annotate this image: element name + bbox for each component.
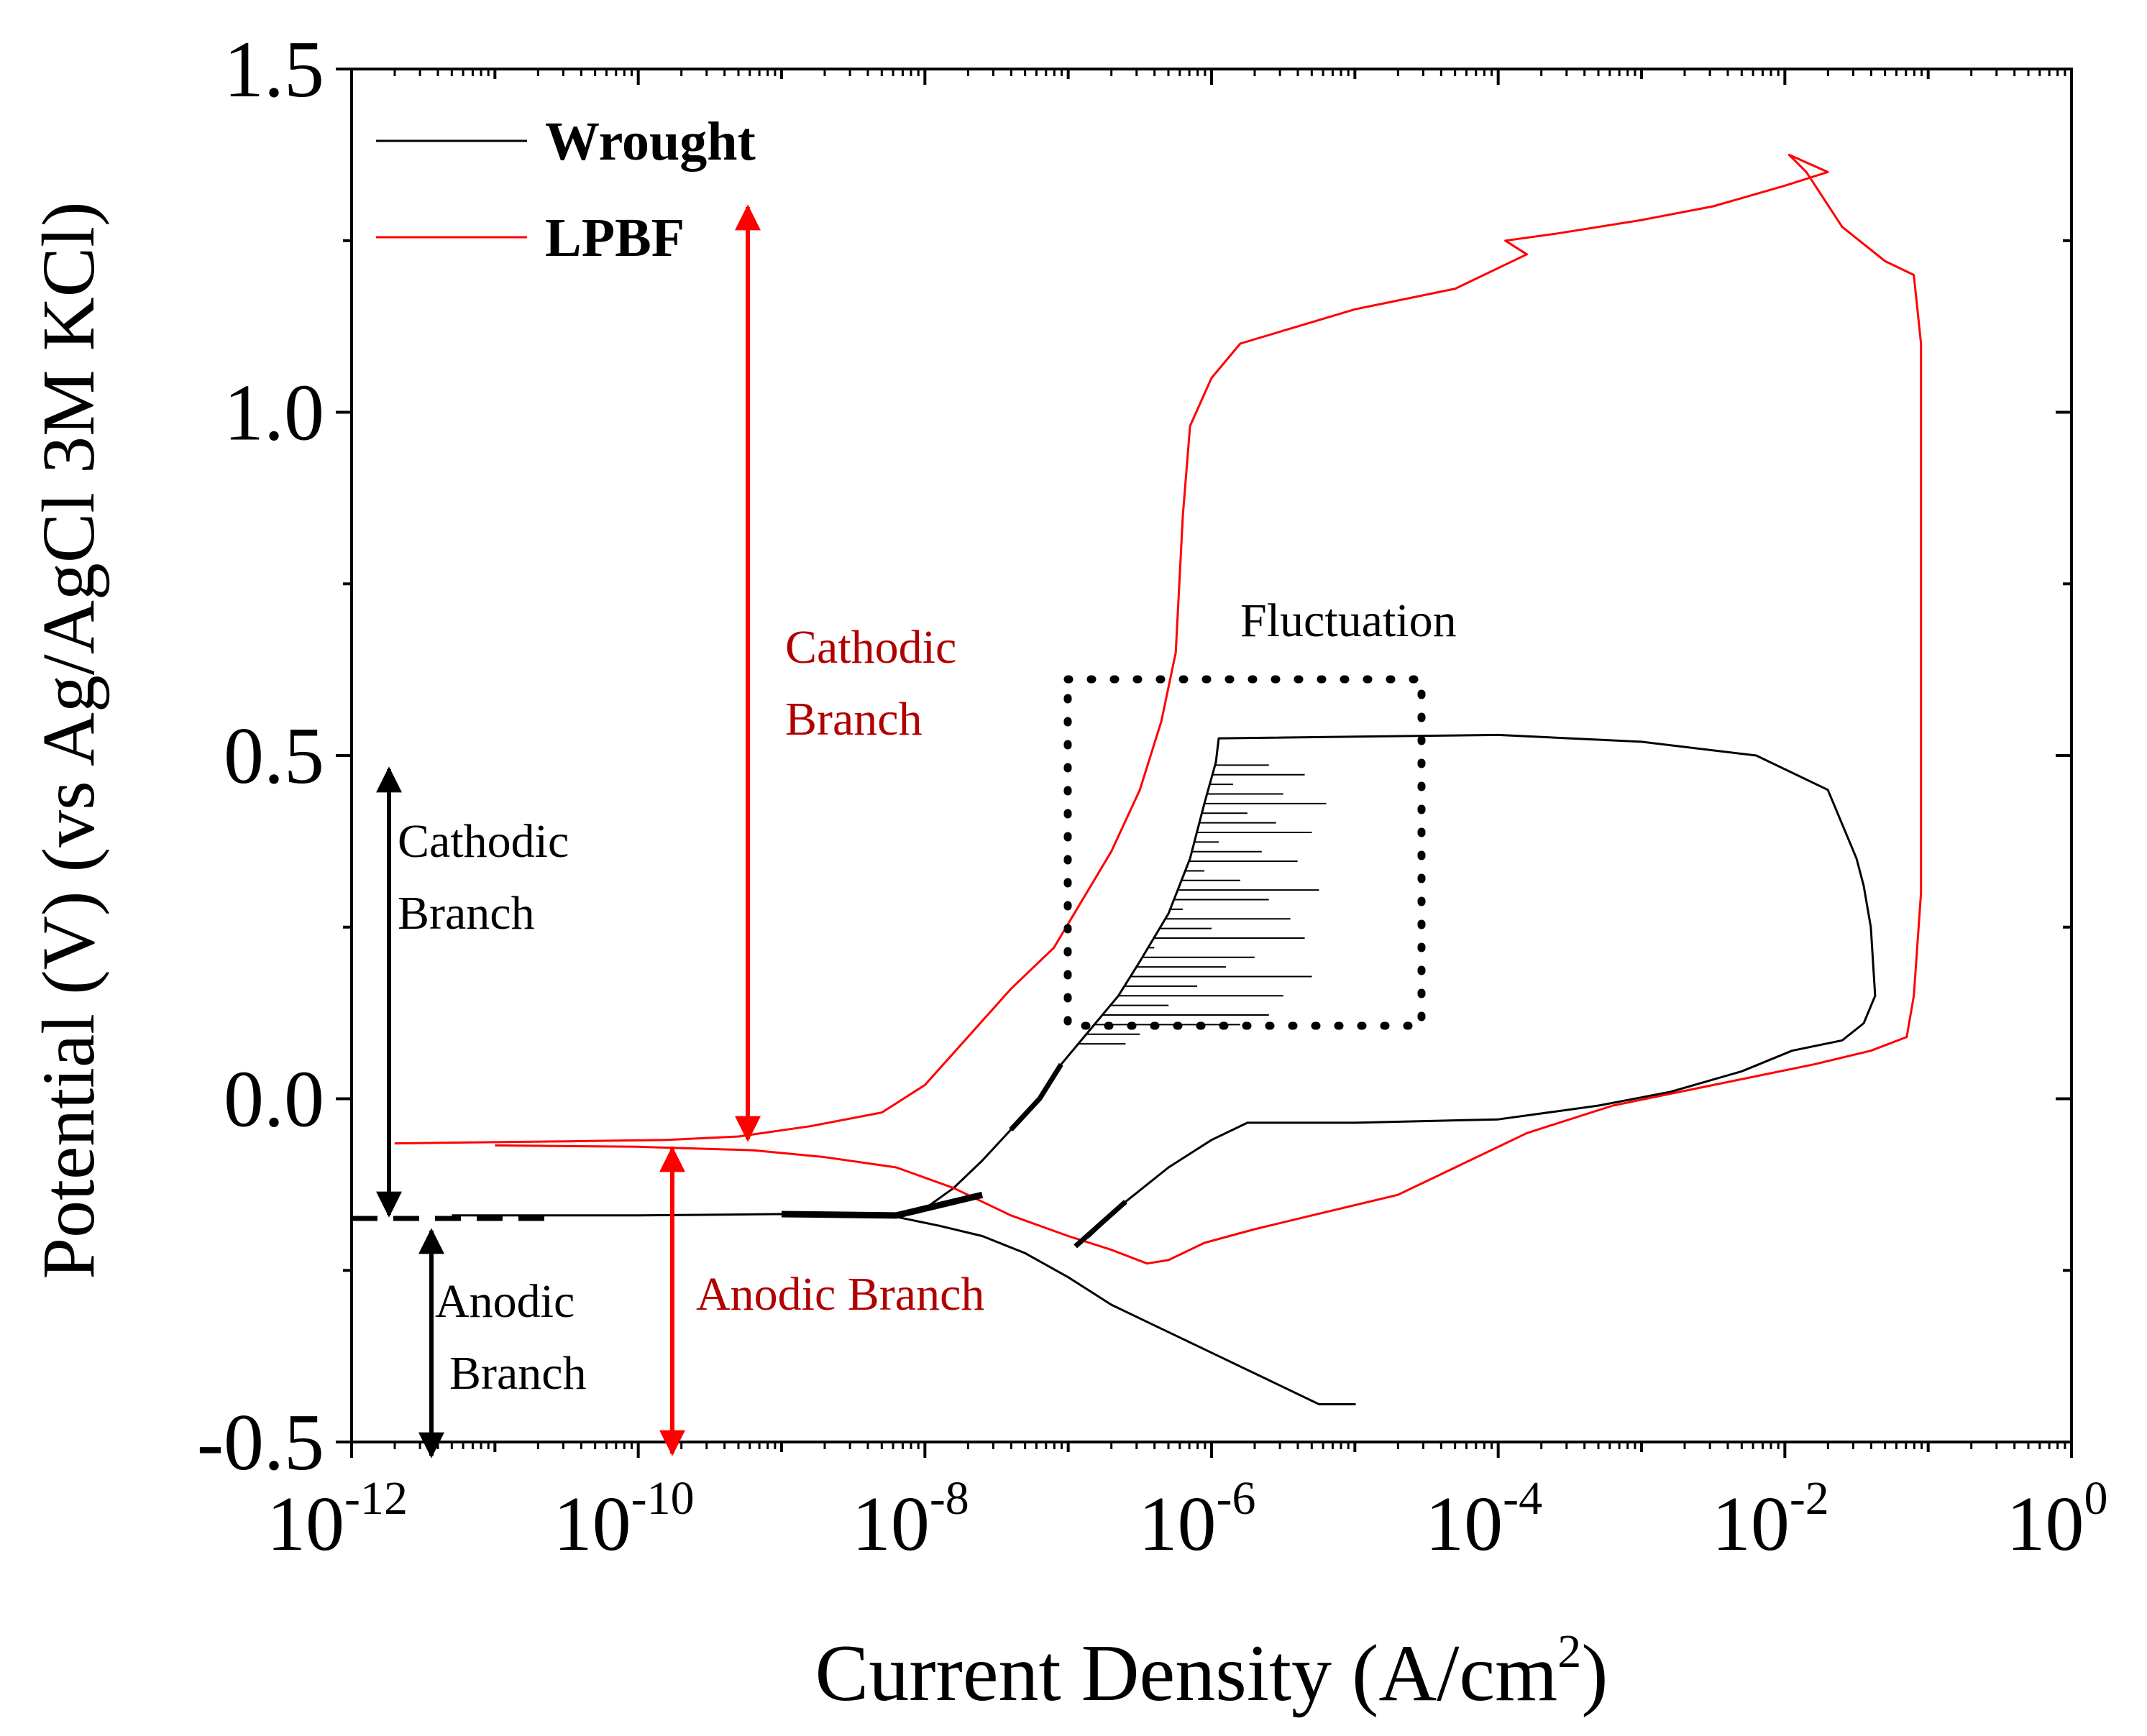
fluctuation-label: Fluctuation <box>1240 594 1457 647</box>
wrought-dense-band <box>781 1191 984 1219</box>
lpbf-cathodic-label: Cathodic <box>785 621 956 674</box>
x-tick-label: 10-2 <box>1712 1472 1829 1567</box>
series-line-wrought <box>452 733 1877 1405</box>
wrought-cathodic-label-2: Branch <box>398 887 535 940</box>
lpbf-anodic-label: Anodic Branch <box>696 1268 984 1321</box>
y-tick-label: 0.5 <box>224 712 324 801</box>
wrought-dense-band <box>1074 1200 1127 1249</box>
wrought-dense-band <box>1009 1062 1063 1131</box>
x-tick-labels: 10-12 10-10 10-8 10-6 10-4 10-2 100 <box>267 1472 2107 1567</box>
y-axis-label: Potential (V) (vs Ag/AgCl 3M KCl) <box>27 201 110 1279</box>
y-tick-label: 1.0 <box>224 369 324 458</box>
y-tick-label: -0.5 <box>197 1398 324 1487</box>
plot-frame <box>350 68 2073 1443</box>
x-tick-label: 10-6 <box>1139 1472 1256 1567</box>
legend-label-wrought: Wrought <box>545 111 756 172</box>
y-tick-labels: -0.5 0.0 0.5 1.0 1.5 <box>197 25 324 1487</box>
y-tick-label: 1.5 <box>224 25 324 114</box>
y-tick-label: 0.0 <box>224 1055 324 1144</box>
legend-label-lpbf: LPBF <box>545 208 685 268</box>
legend: Wrought LPBF <box>376 111 756 268</box>
x-tick-label: 10-4 <box>1425 1472 1542 1567</box>
series-layer <box>394 153 1923 1405</box>
axis-ticks <box>336 68 2073 1458</box>
series-line-lpbf <box>394 153 1923 1265</box>
x-axis-label: Current Density (A/cm2) <box>815 1625 1608 1718</box>
wrought-cathodic-label: Cathodic <box>398 815 569 868</box>
wrought-anodic-label-2: Branch <box>449 1347 587 1400</box>
wrought-fluctuation-spikes <box>1078 764 1327 1045</box>
x-tick-label: 10-12 <box>267 1472 408 1567</box>
x-tick-label: 100 <box>2007 1472 2108 1567</box>
lpbf-cathodic-label-2: Branch <box>785 693 923 745</box>
x-tick-label: 10-10 <box>554 1472 695 1567</box>
fluctuation-box <box>1063 675 1426 1030</box>
x-tick-label: 10-8 <box>852 1472 969 1567</box>
wrought-anodic-label: Anodic <box>435 1275 574 1328</box>
